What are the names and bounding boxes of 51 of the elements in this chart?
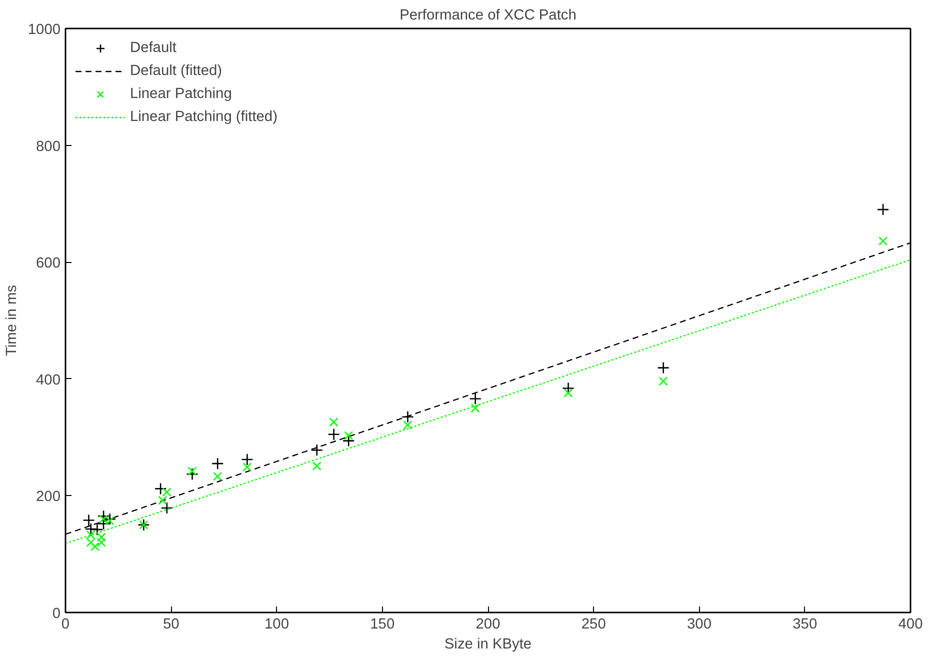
point — [657, 362, 670, 374]
point — [211, 457, 224, 470]
point — [186, 468, 198, 480]
legend-label: Default — [130, 40, 176, 56]
point — [160, 502, 174, 514]
legend-label: Default (fitted) — [130, 63, 222, 79]
point — [310, 444, 324, 456]
chart-title: Performance of XCC Patch — [400, 8, 576, 24]
y-tick-label: 800 — [36, 138, 61, 155]
point — [402, 410, 414, 424]
point — [162, 488, 172, 497]
point — [96, 532, 106, 542]
legend-label: Linear Patching — [130, 86, 232, 102]
point — [403, 420, 412, 430]
legend-label: Linear Patching (fitted) — [130, 109, 278, 125]
x-tick-label: 350 — [792, 616, 818, 632]
point — [344, 431, 354, 440]
y-axis-title: Time in ms — [4, 284, 20, 356]
x-tick-label: 250 — [581, 616, 606, 632]
point — [242, 462, 252, 472]
y-tick-label: 400 — [36, 372, 61, 388]
point — [86, 530, 96, 540]
point — [158, 496, 168, 505]
point — [312, 461, 322, 470]
x-tick-label: 400 — [898, 616, 923, 632]
y-tick-label: 1000 — [28, 22, 61, 38]
x-tick-label: 200 — [476, 616, 500, 632]
point — [878, 236, 888, 246]
point — [470, 404, 480, 413]
point — [469, 392, 482, 405]
x-axis-title: Size in KByte — [444, 636, 532, 652]
x-tick-label: 50 — [162, 616, 180, 632]
point — [90, 542, 100, 552]
point — [241, 453, 254, 466]
point — [658, 376, 668, 386]
x-tick-label: 150 — [370, 616, 395, 632]
point — [876, 203, 890, 216]
x-tick-label: 100 — [264, 616, 289, 632]
point — [154, 482, 167, 495]
point — [564, 388, 573, 398]
point — [188, 466, 197, 476]
point — [82, 514, 95, 526]
point — [213, 472, 222, 481]
point — [329, 418, 338, 427]
y-tick-label: 200 — [36, 489, 61, 506]
point — [84, 522, 97, 536]
x-tick-label: 300 — [687, 616, 712, 632]
y-tick-label: 0 — [52, 606, 61, 622]
point — [328, 428, 340, 441]
point — [562, 382, 574, 394]
y-tick-label: 600 — [36, 256, 61, 272]
